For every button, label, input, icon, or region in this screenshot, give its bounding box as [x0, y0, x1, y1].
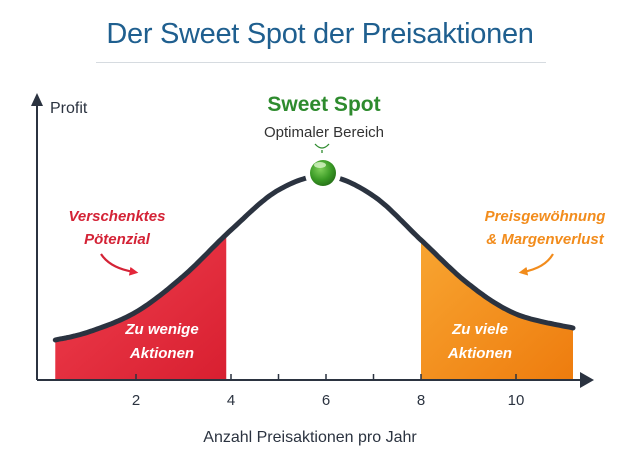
region-too-few-label-line2: Aktionen [129, 345, 194, 362]
region-too-few-label-line1: Zu wenige [124, 321, 198, 338]
x-axis-arrow-icon [580, 372, 594, 388]
region-too-many-label-line1: Zu viele [451, 321, 508, 338]
sweet-spot-highlight [314, 162, 326, 168]
right-arrow-icon [518, 253, 554, 276]
y-axis-label: Profit [50, 100, 88, 117]
left-annotation-line1: Verschenktes [68, 208, 165, 225]
region-too-few [55, 234, 227, 380]
right-annotation-line1: Preisgewöhnung [485, 208, 606, 225]
sweet-spot-title: Sweet Spot [267, 93, 380, 116]
x-tick-label: 6 [322, 392, 330, 409]
x-tick-label: 4 [227, 392, 235, 409]
sweet-spot-pointer-icon [314, 143, 330, 153]
x-tick-label: 8 [417, 392, 425, 409]
right-annotation-line2: & Margenverlust [486, 231, 605, 248]
x-axis-label: Anzahl Preisaktionen pro Jahr [203, 429, 417, 446]
region-too-many [421, 240, 573, 380]
region-too-many-label-line2: Aktionen [447, 345, 512, 362]
x-tick-label: 2 [132, 392, 140, 409]
left-annotation-line2: Pötenzial [84, 231, 151, 248]
x-tick-label: 10 [508, 392, 525, 409]
title-divider [96, 62, 546, 63]
page-title: Der Sweet Spot der Preisaktionen [106, 18, 534, 50]
left-arrow-icon [100, 253, 139, 276]
sweet-spot-subtitle: Optimaler Bereich [264, 124, 384, 141]
y-axis-arrow-icon [31, 93, 43, 106]
profit-curve [52, 173, 576, 343]
